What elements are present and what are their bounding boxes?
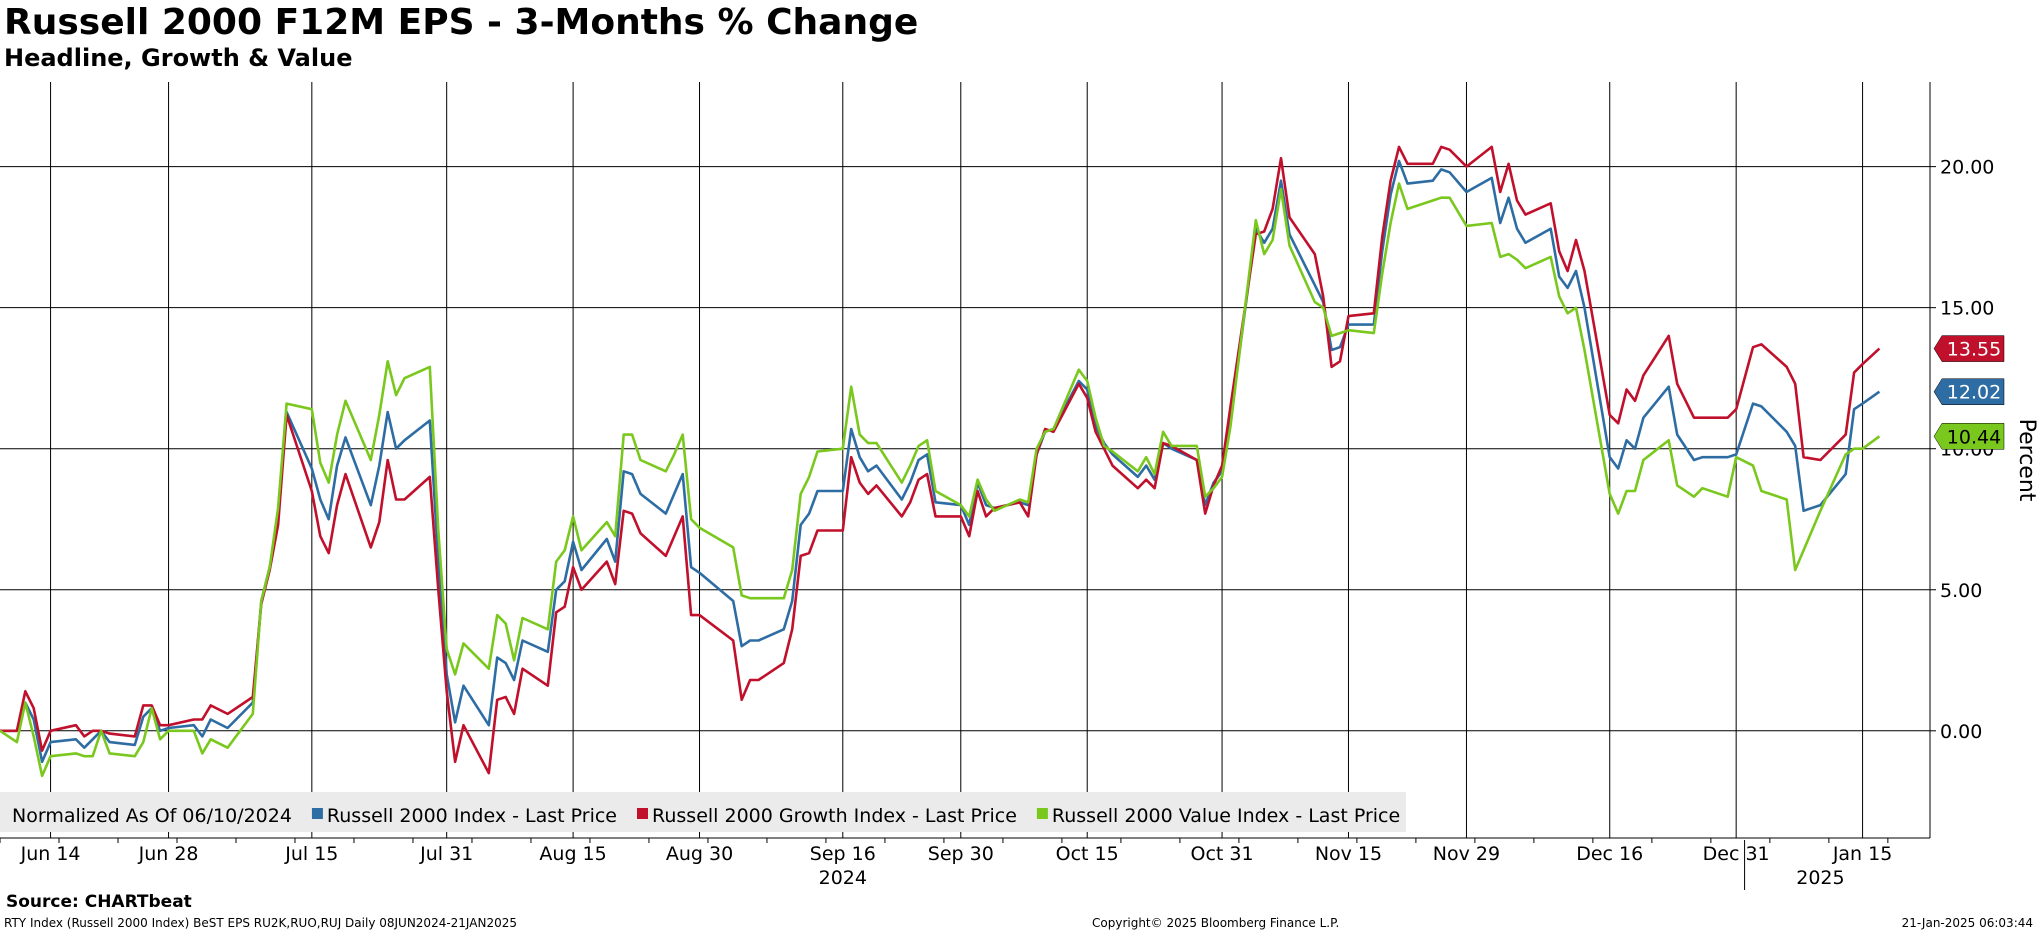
- legend-swatch: [1036, 808, 1048, 819]
- last-value-label: 12.02: [1947, 382, 2001, 404]
- y-tick-label: 20.00: [1940, 157, 1994, 179]
- legend-swatch: [311, 808, 323, 819]
- x-tick-label: Oct 15: [1056, 843, 1119, 865]
- x-tick-label: Jun 28: [138, 843, 199, 865]
- last-value-label: 10.44: [1947, 426, 2001, 448]
- footer-ticker-info: RTY Index (Russell 2000 Index) BeST EPS …: [4, 916, 517, 930]
- x-tick-label: Dec 31: [1703, 843, 1770, 865]
- x-tick-label: Jul 15: [284, 843, 338, 865]
- x-tick-label: Sep 30: [928, 843, 994, 865]
- legend-note: Normalized As Of 06/10/2024: [12, 805, 292, 827]
- x-tick-label: Nov 15: [1315, 843, 1382, 865]
- last-value-tag: [1933, 335, 2005, 362]
- series-line: [0, 182, 1881, 778]
- footer-copyright: Copyright© 2025 Bloomberg Finance L.P.: [1092, 916, 1340, 930]
- series-layer: [0, 145, 1881, 778]
- last-value-labels: 12.02 13.55 10.44: [1933, 335, 2005, 450]
- x-tick-label: Jun 14: [20, 843, 81, 865]
- x-tick-label: Dec 16: [1576, 843, 1643, 865]
- footer-timestamp: 21-Jan-2025 06:03:44: [1901, 916, 2033, 930]
- last-value-tag: [1933, 423, 2005, 450]
- legend: Normalized As Of 06/10/2024 Russell 2000 …: [0, 792, 1406, 832]
- source-note: Source: CHARTbeat: [6, 892, 192, 912]
- x-tick-label: Jan 15: [1832, 843, 1893, 865]
- series-line: [0, 145, 1881, 775]
- chart-subtitle: Headline, Growth & Value: [4, 44, 353, 72]
- grid-layer: [0, 82, 1930, 838]
- x-year-label: 2025: [1796, 867, 1844, 889]
- chart-title: Russell 2000 F12M EPS - 3-Months % Chang…: [4, 2, 919, 43]
- legend-entry: Russell 2000 Index - Last Price: [327, 805, 617, 827]
- x-tick-label: Sep 16: [810, 843, 876, 865]
- x-tick-label: Jul 31: [419, 843, 473, 865]
- legend-entry: Russell 2000 Value Index - Last Price: [1052, 805, 1400, 827]
- last-value-tag: [1933, 378, 2005, 405]
- legend-swatch: [637, 808, 648, 819]
- x-tick-label: Nov 29: [1433, 843, 1500, 865]
- x-tick-label: Aug 15: [539, 843, 606, 865]
- legend-entry: Russell 2000 Growth Index - Last Price: [652, 805, 1017, 827]
- y-tick-label: 15.00: [1940, 298, 1994, 320]
- x-tick-label: Aug 30: [666, 843, 733, 865]
- legend-background: [0, 792, 1406, 832]
- y-tick-label: 0.00: [1940, 721, 1982, 743]
- last-value-label: 13.55: [1947, 339, 2001, 361]
- series-line: [0, 159, 1881, 764]
- y-tick-label: 5.00: [1940, 580, 1982, 602]
- x-tick-label: Oct 31: [1191, 843, 1254, 865]
- x-year-label: 2024: [819, 867, 867, 889]
- y-axis-title: Percent: [2014, 419, 2039, 502]
